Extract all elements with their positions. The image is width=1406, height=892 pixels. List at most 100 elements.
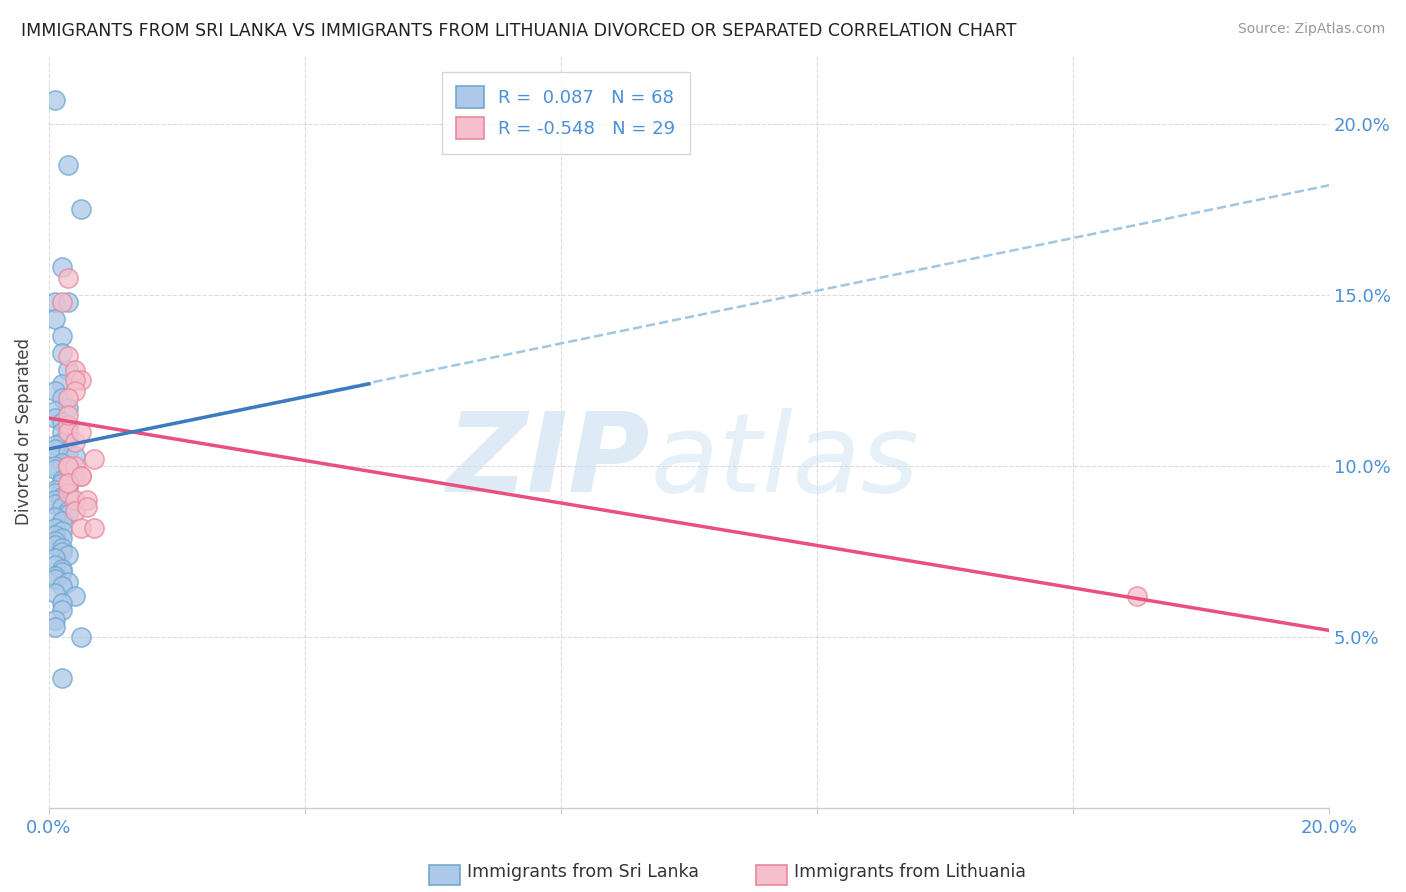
- Point: [56, 479, 79, 493]
- Point: [44, 294, 66, 309]
- Point: [63, 363, 86, 377]
- Point: [70, 202, 93, 217]
- Point: [63, 458, 86, 473]
- Text: Source: ZipAtlas.com: Source: ZipAtlas.com: [1237, 22, 1385, 37]
- Point: [70, 469, 93, 483]
- Point: [56, 401, 79, 415]
- Point: [63, 503, 86, 517]
- Point: [44, 613, 66, 627]
- Point: [63, 589, 86, 603]
- Point: [56, 294, 79, 309]
- Point: [56, 458, 79, 473]
- Y-axis label: Divorced or Separated: Divorced or Separated: [15, 338, 32, 525]
- Point: [44, 551, 66, 566]
- Point: [51, 596, 73, 610]
- Point: [51, 524, 73, 538]
- Point: [44, 93, 66, 107]
- Point: [51, 435, 73, 450]
- Point: [56, 466, 79, 480]
- Point: [51, 544, 73, 558]
- Point: [70, 521, 93, 535]
- Point: [56, 507, 79, 521]
- Point: [56, 391, 79, 405]
- Point: [63, 449, 86, 463]
- Point: [51, 456, 73, 470]
- Point: [44, 585, 66, 599]
- Text: atlas: atlas: [651, 409, 920, 516]
- Point: [51, 514, 73, 528]
- Point: [44, 521, 66, 535]
- Point: [51, 541, 73, 556]
- Point: [44, 483, 66, 497]
- Point: [56, 363, 79, 377]
- Point: [51, 391, 73, 405]
- Point: [56, 408, 79, 422]
- Point: [44, 411, 66, 425]
- Point: [44, 497, 66, 511]
- Point: [70, 425, 93, 439]
- Point: [70, 469, 93, 483]
- Point: [51, 425, 73, 439]
- Point: [44, 384, 66, 398]
- Point: [63, 435, 86, 450]
- Point: [44, 486, 66, 500]
- Legend: R =  0.087   N = 68, R = -0.548   N = 29: R = 0.087 N = 68, R = -0.548 N = 29: [441, 71, 689, 153]
- Point: [1126, 589, 1149, 603]
- Point: [56, 158, 79, 172]
- Point: [51, 562, 73, 576]
- Point: [44, 572, 66, 586]
- Point: [83, 452, 105, 467]
- Point: [44, 510, 66, 524]
- Point: [51, 473, 73, 487]
- Point: [51, 346, 73, 360]
- Point: [51, 476, 73, 491]
- Point: [56, 575, 79, 590]
- Point: [51, 500, 73, 515]
- Point: [56, 417, 79, 432]
- Point: [44, 538, 66, 552]
- Point: [51, 565, 73, 579]
- Point: [70, 630, 93, 644]
- Text: Immigrants from Sri Lanka: Immigrants from Sri Lanka: [467, 863, 699, 881]
- Point: [44, 462, 66, 476]
- Point: [51, 603, 73, 617]
- Point: [44, 568, 66, 582]
- Point: [83, 521, 105, 535]
- Point: [63, 493, 86, 508]
- Point: [44, 527, 66, 541]
- Point: [51, 531, 73, 545]
- Point: [51, 415, 73, 429]
- Point: [44, 620, 66, 634]
- Text: Immigrants from Lithuania: Immigrants from Lithuania: [794, 863, 1026, 881]
- Point: [56, 425, 79, 439]
- Point: [51, 490, 73, 504]
- Point: [51, 329, 73, 343]
- Point: [56, 417, 79, 432]
- Point: [56, 476, 79, 491]
- Point: [76, 493, 98, 508]
- Point: [44, 458, 66, 473]
- Point: [56, 432, 79, 446]
- Point: [51, 579, 73, 593]
- Point: [44, 404, 66, 418]
- Point: [56, 445, 79, 459]
- Point: [56, 486, 79, 500]
- Point: [51, 294, 73, 309]
- Point: [44, 438, 66, 452]
- Point: [44, 442, 66, 456]
- Text: ZIP: ZIP: [447, 409, 651, 516]
- Point: [63, 373, 86, 387]
- Point: [56, 350, 79, 364]
- Text: IMMIGRANTS FROM SRI LANKA VS IMMIGRANTS FROM LITHUANIA DIVORCED OR SEPARATED COR: IMMIGRANTS FROM SRI LANKA VS IMMIGRANTS …: [21, 22, 1017, 40]
- Point: [51, 671, 73, 685]
- Point: [44, 558, 66, 573]
- Point: [56, 548, 79, 562]
- Point: [51, 260, 73, 275]
- Point: [56, 503, 79, 517]
- Point: [44, 534, 66, 549]
- Point: [56, 458, 79, 473]
- Point: [70, 373, 93, 387]
- Point: [76, 500, 98, 515]
- Point: [44, 311, 66, 326]
- Point: [51, 376, 73, 391]
